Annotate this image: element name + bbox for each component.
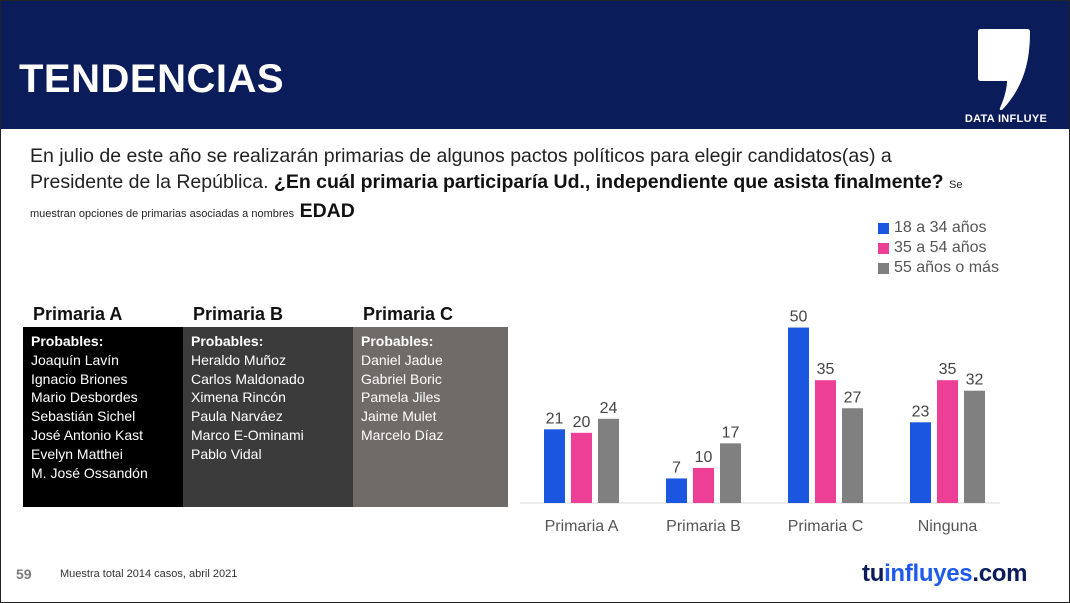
legend-item-2: 55 años o más bbox=[878, 258, 999, 278]
data-label: 21 bbox=[546, 410, 564, 427]
question-small-note: Se muestran opciones de primarias asocia… bbox=[30, 179, 963, 220]
primary-b-body: Probables: Heraldo Muñoz Carlos Maldonad… bbox=[183, 327, 353, 507]
bar bbox=[693, 467, 714, 503]
primary-a-body: Probables: Joaquín Lavín Ignacio Briones… bbox=[23, 327, 183, 507]
primary-c-title: Primaria C bbox=[363, 304, 454, 324]
bar bbox=[815, 380, 836, 503]
data-label: 35 bbox=[817, 361, 835, 378]
bar bbox=[910, 422, 931, 503]
primary-b-probables-label: Probables: bbox=[191, 333, 264, 349]
comma-logo-icon bbox=[978, 29, 1030, 111]
legend-swatch-1 bbox=[878, 242, 889, 254]
brand-wordmark: tuinfluyes.com bbox=[862, 560, 1027, 588]
category-label: Primaria C bbox=[788, 518, 864, 535]
primary-b-panel: Primaria B Probables: Heraldo Muñoz Carl… bbox=[183, 302, 353, 507]
data-label: 10 bbox=[695, 449, 713, 466]
data-label: 20 bbox=[573, 414, 591, 431]
primary-c-panel: Primaria C Probables: Daniel Jadue Gabri… bbox=[353, 302, 508, 507]
bar bbox=[964, 390, 985, 503]
chart-legend: 18 a 34 años 35 a 54 años 55 años o más bbox=[878, 218, 999, 278]
header-bar: TENDENCIAS DATA INFLUYE bbox=[1, 1, 1069, 129]
primary-c-name: Daniel Jadue bbox=[361, 351, 443, 368]
primary-a-probables-label: Probables: bbox=[31, 333, 104, 349]
question-text: En julio de este año se realizarán prima… bbox=[30, 143, 990, 227]
primary-a-name: M. José Ossandón bbox=[31, 464, 148, 481]
legend-label-1: 35 a 54 años bbox=[894, 239, 987, 256]
data-label: 50 bbox=[790, 309, 808, 326]
bar bbox=[598, 418, 619, 503]
category-label: Ninguna bbox=[918, 518, 978, 535]
legend-item-0: 18 a 34 años bbox=[878, 218, 999, 238]
data-label: 32 bbox=[966, 372, 984, 389]
page-number: 59 bbox=[16, 566, 32, 582]
primary-a-name: Sebastián Sichel bbox=[31, 408, 136, 425]
brand-part-2: influyes bbox=[884, 560, 973, 587]
data-label: 27 bbox=[844, 389, 862, 406]
page-title: TENDENCIAS bbox=[19, 57, 285, 101]
data-label: 24 bbox=[600, 400, 618, 417]
primary-b-name: Carlos Maldonado bbox=[191, 370, 305, 387]
primary-b-name: Paula Narváez bbox=[191, 408, 283, 425]
primary-a-panel: Primaria A Probables: Joaquín Lavín Igna… bbox=[23, 302, 183, 507]
bar bbox=[788, 327, 809, 503]
bar bbox=[666, 478, 687, 503]
primary-a-name: Joaquín Lavín bbox=[31, 351, 119, 368]
data-label: 17 bbox=[722, 424, 740, 441]
primary-a-name: Mario Desbordes bbox=[31, 389, 138, 406]
brand-part-3: .com bbox=[972, 560, 1028, 587]
legend-label-0: 18 a 34 años bbox=[894, 219, 987, 236]
data-label: 7 bbox=[672, 459, 681, 476]
category-label: Primaria B bbox=[666, 518, 741, 535]
bar bbox=[937, 380, 958, 503]
primary-a-name: Evelyn Matthei bbox=[31, 445, 123, 462]
primary-b-name: Ximena Rincón bbox=[191, 389, 286, 406]
data-label: 35 bbox=[939, 361, 957, 378]
bar bbox=[544, 429, 565, 503]
data-label: 23 bbox=[912, 403, 930, 420]
legend-swatch-2 bbox=[878, 262, 889, 274]
primary-c-name: Gabriel Boric bbox=[361, 370, 442, 387]
question-tag: EDAD bbox=[299, 200, 355, 222]
bar-chart: 21 20 24 Primaria A 7 10 17 Primaria B 50 35 27 Pri… bbox=[520, 309, 1000, 535]
bar bbox=[842, 408, 863, 503]
primary-c-probables-label: Probables: bbox=[361, 333, 434, 349]
sample-note: Muestra total 2014 casos, abril 2021 bbox=[60, 568, 238, 580]
primary-a-name: Ignacio Briones bbox=[31, 370, 128, 387]
primary-a-name: José Antonio Kast bbox=[31, 426, 144, 443]
logo-text: DATA INFLUYE bbox=[964, 113, 1048, 125]
primary-c-name: Pamela Jiles bbox=[361, 389, 441, 406]
primary-b-name: Pablo Vidal bbox=[191, 445, 262, 462]
bar bbox=[720, 443, 741, 503]
primary-c-name: Jaime Mulet bbox=[361, 408, 437, 425]
question-bold: ¿En cuál primaria participaría Ud., inde… bbox=[273, 171, 944, 193]
legend-item-1: 35 a 54 años bbox=[878, 238, 999, 258]
legend-swatch-0 bbox=[878, 222, 889, 234]
primary-b-title: Primaria B bbox=[193, 304, 284, 324]
question-intro: En julio de este año se realizarán prima… bbox=[30, 145, 892, 193]
primary-c-name: Marcelo Díaz bbox=[361, 426, 444, 443]
bar bbox=[571, 432, 592, 503]
legend-label-2: 55 años o más bbox=[894, 259, 999, 276]
primary-c-body: Probables: Daniel Jadue Gabriel Boric Pa… bbox=[353, 327, 508, 507]
brand-part-1: tu bbox=[862, 560, 885, 587]
category-label: Primaria A bbox=[545, 518, 619, 535]
primary-a-title: Primaria A bbox=[33, 304, 123, 324]
primary-b-name: Marco E-Ominami bbox=[191, 426, 304, 443]
data-influye-logo: DATA INFLUYE bbox=[961, 23, 1051, 129]
primary-b-name: Heraldo Muñoz bbox=[191, 351, 286, 368]
